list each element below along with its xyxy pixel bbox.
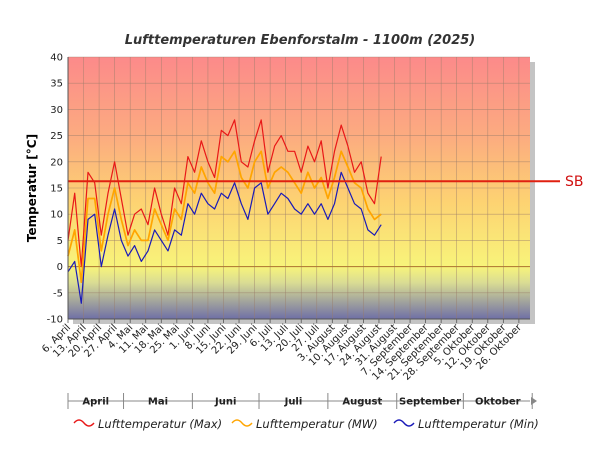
legend-swatch-min (393, 419, 415, 427)
legend-label-min: Lufttemperatur (Min) (418, 417, 539, 431)
y-tick-label: 0 (57, 262, 63, 273)
month-label: Mai (148, 397, 168, 408)
series-line-min (67, 171, 382, 304)
y-tick-label: 40 (50, 53, 63, 64)
y-tick-label: 25 (50, 131, 63, 142)
y-tick-label: 10 (50, 210, 63, 221)
y-tick-label: 20 (50, 157, 63, 168)
y-axis-label: Temperatur [°C] (25, 134, 39, 242)
month-label: Juli (284, 397, 303, 408)
y-tick-label: 30 (50, 105, 63, 116)
month-label: Oktober (475, 397, 521, 408)
month-label: Juni (214, 397, 236, 408)
legend-label-max: Lufttemperatur (Max) (98, 417, 222, 431)
y-tick-label: 15 (50, 184, 63, 195)
legend-swatch-max (73, 419, 95, 427)
month-label: September (399, 397, 461, 408)
y-tick-label: -5 (53, 288, 63, 299)
month-label: April (82, 397, 109, 408)
y-tick-label: -10 (47, 315, 63, 326)
legend-label-mw: Lufttemperatur (MW) (256, 417, 378, 431)
y-tick-label: 35 (50, 79, 63, 90)
legend-swatch-mw (231, 419, 253, 427)
chart-title: Lufttemperaturen Ebenforstalm - 1100m (2… (125, 33, 476, 48)
month-label: August (342, 397, 382, 408)
sb-label: SB (565, 174, 584, 190)
series-line-mw (67, 150, 382, 284)
y-tick-label: 5 (57, 236, 63, 247)
